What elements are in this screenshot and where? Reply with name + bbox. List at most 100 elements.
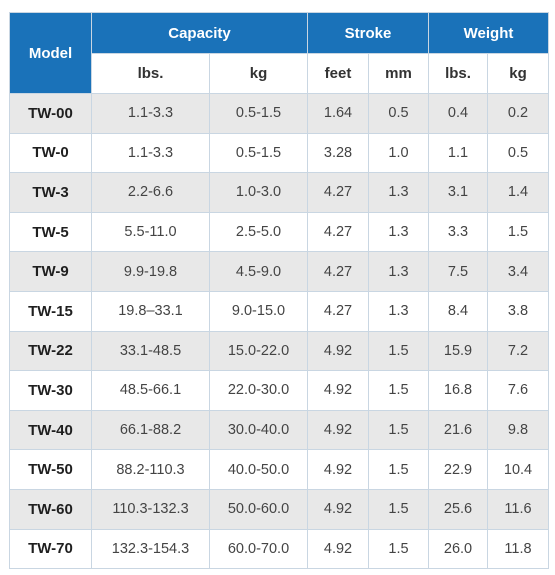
table-row: TW-9 9.9-19.8 4.5-9.0 4.27 1.3 7.5 3.4 xyxy=(9,251,549,292)
capacity-kg-cell: 0.5-1.5 xyxy=(209,132,308,174)
weight-lbs-cell: 8.4 xyxy=(428,290,488,332)
stroke-mm-cell: 1.3 xyxy=(368,172,429,213)
weight-kg-cell: 11.6 xyxy=(487,488,549,530)
header-model: Model xyxy=(9,12,92,94)
model-cell: TW-0 xyxy=(9,132,92,174)
table-row: TW-40 66.1-88.2 30.0-40.0 4.92 1.5 21.6 9.8 xyxy=(9,409,549,451)
capacity-kg-cell: 0.5-1.5 xyxy=(209,93,308,134)
header-stroke: Stroke xyxy=(307,12,429,54)
stroke-feet-cell: 4.92 xyxy=(307,449,369,490)
weight-lbs-cell: 22.9 xyxy=(428,449,488,490)
stroke-mm-cell: 1.5 xyxy=(368,488,429,530)
capacity-lbs-cell: 33.1-48.5 xyxy=(91,330,210,372)
weight-kg-cell: 7.2 xyxy=(487,330,549,372)
table-row: TW-15 19.8–33.1 9.0-15.0 4.27 1.3 8.4 3.8 xyxy=(9,290,549,332)
stroke-mm-cell: 0.5 xyxy=(368,93,429,134)
table-row: TW-60 110.3-132.3 50.0-60.0 4.92 1.5 25.6 11.6 xyxy=(9,488,549,530)
header-capacity-kg: kg xyxy=(209,53,308,94)
capacity-lbs-cell: 88.2-110.3 xyxy=(91,449,210,490)
stroke-feet-cell: 4.27 xyxy=(307,172,369,213)
capacity-lbs-cell: 2.2-6.6 xyxy=(91,172,210,213)
weight-kg-cell: 7.6 xyxy=(487,370,549,411)
model-cell: TW-22 xyxy=(9,330,92,372)
capacity-kg-cell: 40.0-50.0 xyxy=(209,449,308,490)
stroke-feet-cell: 4.27 xyxy=(307,251,369,292)
stroke-mm-cell: 1.5 xyxy=(368,330,429,372)
weight-kg-cell: 3.4 xyxy=(487,251,549,292)
model-cell: TW-9 xyxy=(9,251,92,292)
weight-lbs-cell: 3.3 xyxy=(428,211,488,253)
spec-table: Model Capacity Stroke Weight lbs. kg fee… xyxy=(9,12,549,570)
header-weight: Weight xyxy=(428,12,549,54)
capacity-kg-cell: 50.0-60.0 xyxy=(209,488,308,530)
weight-lbs-cell: 3.1 xyxy=(428,172,488,213)
header-row-units: lbs. kg feet mm lbs. kg xyxy=(10,53,549,94)
table-body: TW-00 1.1-3.3 0.5-1.5 1.64 0.5 0.4 0.2 TW-0 1.1-… xyxy=(9,93,549,570)
model-cell: TW-00 xyxy=(9,93,92,134)
model-cell: TW-30 xyxy=(9,370,92,411)
weight-kg-cell: 9.8 xyxy=(487,409,549,451)
stroke-feet-cell: 1.64 xyxy=(307,93,369,134)
stroke-mm-cell: 1.3 xyxy=(368,211,429,253)
weight-lbs-cell: 26.0 xyxy=(428,528,488,570)
table-row: TW-0 1.1-3.3 0.5-1.5 3.28 1.0 1.1 0.5 xyxy=(9,132,549,174)
weight-lbs-cell: 21.6 xyxy=(428,409,488,451)
header-weight-kg: kg xyxy=(487,53,549,94)
capacity-lbs-cell: 66.1-88.2 xyxy=(91,409,210,451)
table-row: TW-50 88.2-110.3 40.0-50.0 4.92 1.5 22.9 10.4 xyxy=(9,449,549,490)
table-row: TW-70 132.3-154.3 60.0-70.0 4.92 1.5 26.0 11.8 xyxy=(9,528,549,570)
table-row: TW-22 33.1-48.5 15.0-22.0 4.92 1.5 15.9 7.2 xyxy=(9,330,549,372)
capacity-kg-cell: 60.0-70.0 xyxy=(209,528,308,570)
model-cell: TW-15 xyxy=(9,290,92,332)
capacity-lbs-cell: 132.3-154.3 xyxy=(91,528,210,570)
capacity-lbs-cell: 1.1-3.3 xyxy=(91,132,210,174)
header-row-groups: Model Capacity Stroke Weight xyxy=(9,12,549,94)
capacity-lbs-cell: 110.3-132.3 xyxy=(91,488,210,530)
stroke-mm-cell: 1.0 xyxy=(368,132,429,174)
capacity-lbs-cell: 1.1-3.3 xyxy=(91,93,210,134)
header-stroke-mm: mm xyxy=(368,53,429,94)
weight-kg-cell: 11.8 xyxy=(487,528,549,570)
capacity-lbs-cell: 9.9-19.8 xyxy=(91,251,210,292)
capacity-kg-cell: 30.0-40.0 xyxy=(209,409,308,451)
capacity-kg-cell: 15.0-22.0 xyxy=(209,330,308,372)
stroke-feet-cell: 4.92 xyxy=(307,528,369,570)
stroke-mm-cell: 1.5 xyxy=(368,409,429,451)
header-weight-lbs: lbs. xyxy=(428,53,488,94)
model-cell: TW-3 xyxy=(9,172,92,213)
capacity-kg-cell: 1.0-3.0 xyxy=(209,172,308,213)
weight-lbs-cell: 25.6 xyxy=(428,488,488,530)
stroke-feet-cell: 4.27 xyxy=(307,290,369,332)
weight-kg-cell: 0.2 xyxy=(487,93,549,134)
table-row: TW-3 2.2-6.6 1.0-3.0 4.27 1.3 3.1 1.4 xyxy=(9,172,549,213)
weight-lbs-cell: 0.4 xyxy=(428,93,488,134)
header-capacity-lbs: lbs. xyxy=(91,53,210,94)
weight-kg-cell: 1.4 xyxy=(487,172,549,213)
model-cell: TW-70 xyxy=(9,528,92,570)
header-stroke-feet: feet xyxy=(307,53,369,94)
stroke-mm-cell: 1.5 xyxy=(368,449,429,490)
stroke-feet-cell: 3.28 xyxy=(307,132,369,174)
capacity-kg-cell: 2.5-5.0 xyxy=(209,211,308,253)
capacity-lbs-cell: 48.5-66.1 xyxy=(91,370,210,411)
model-cell: TW-60 xyxy=(9,488,92,530)
table-row: TW-00 1.1-3.3 0.5-1.5 1.64 0.5 0.4 0.2 xyxy=(9,93,549,134)
capacity-kg-cell: 9.0-15.0 xyxy=(209,290,308,332)
weight-kg-cell: 0.5 xyxy=(487,132,549,174)
stroke-feet-cell: 4.92 xyxy=(307,370,369,411)
capacity-lbs-cell: 19.8–33.1 xyxy=(91,290,210,332)
capacity-kg-cell: 22.0-30.0 xyxy=(209,370,308,411)
weight-kg-cell: 10.4 xyxy=(487,449,549,490)
weight-kg-cell: 1.5 xyxy=(487,211,549,253)
weight-lbs-cell: 16.8 xyxy=(428,370,488,411)
model-cell: TW-5 xyxy=(9,211,92,253)
stroke-feet-cell: 4.92 xyxy=(307,409,369,451)
stroke-mm-cell: 1.5 xyxy=(368,370,429,411)
weight-lbs-cell: 1.1 xyxy=(428,132,488,174)
model-cell: TW-50 xyxy=(9,449,92,490)
stroke-feet-cell: 4.92 xyxy=(307,330,369,372)
table-row: TW-5 5.5-11.0 2.5-5.0 4.27 1.3 3.3 1.5 xyxy=(9,211,549,253)
stroke-mm-cell: 1.3 xyxy=(368,290,429,332)
weight-lbs-cell: 15.9 xyxy=(428,330,488,372)
model-cell: TW-40 xyxy=(9,409,92,451)
